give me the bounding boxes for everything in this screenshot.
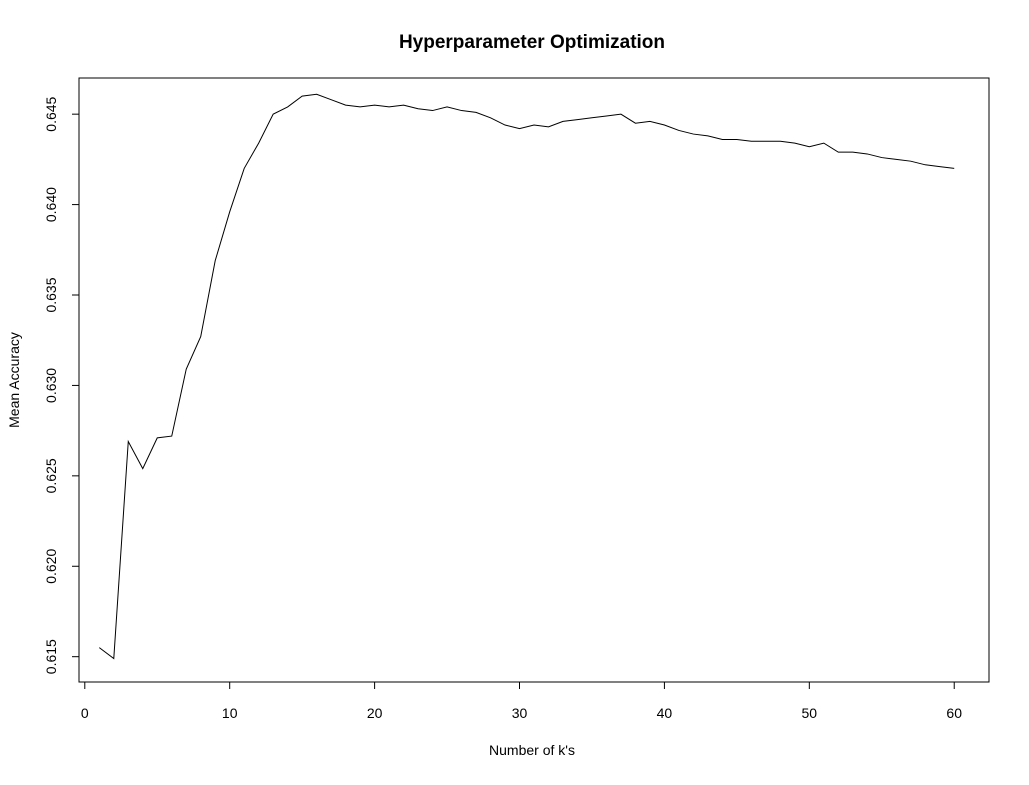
x-tick-label: 60 xyxy=(946,705,962,721)
y-tick-label: 0.640 xyxy=(43,187,59,222)
y-tick-label: 0.615 xyxy=(43,639,59,674)
y-tick-label: 0.620 xyxy=(43,549,59,584)
y-tick-label: 0.625 xyxy=(43,458,59,493)
y-tick-label: 0.645 xyxy=(43,96,59,131)
chart-title: Hyperparameter Optimization xyxy=(399,32,665,53)
x-tick-label: 40 xyxy=(657,705,673,721)
y-tick-label: 0.635 xyxy=(43,277,59,312)
plot-frame xyxy=(78,77,990,683)
x-axis-label: Number of k's xyxy=(489,742,575,758)
y-axis-label: Mean Accuracy xyxy=(6,332,22,428)
y-tick-label: 0.630 xyxy=(43,368,59,403)
x-tick-label: 10 xyxy=(222,705,238,721)
x-tick-label: 0 xyxy=(81,705,89,721)
x-tick-label: 20 xyxy=(367,705,383,721)
x-axis: 0 10 20 30 40 50 60 xyxy=(81,681,962,721)
x-tick-label: 50 xyxy=(802,705,818,721)
accuracy-line xyxy=(98,93,955,660)
y-axis: 0.615 0.620 0.625 0.630 0.635 0.640 0.645 xyxy=(43,96,80,674)
x-tick-label: 30 xyxy=(512,705,528,721)
